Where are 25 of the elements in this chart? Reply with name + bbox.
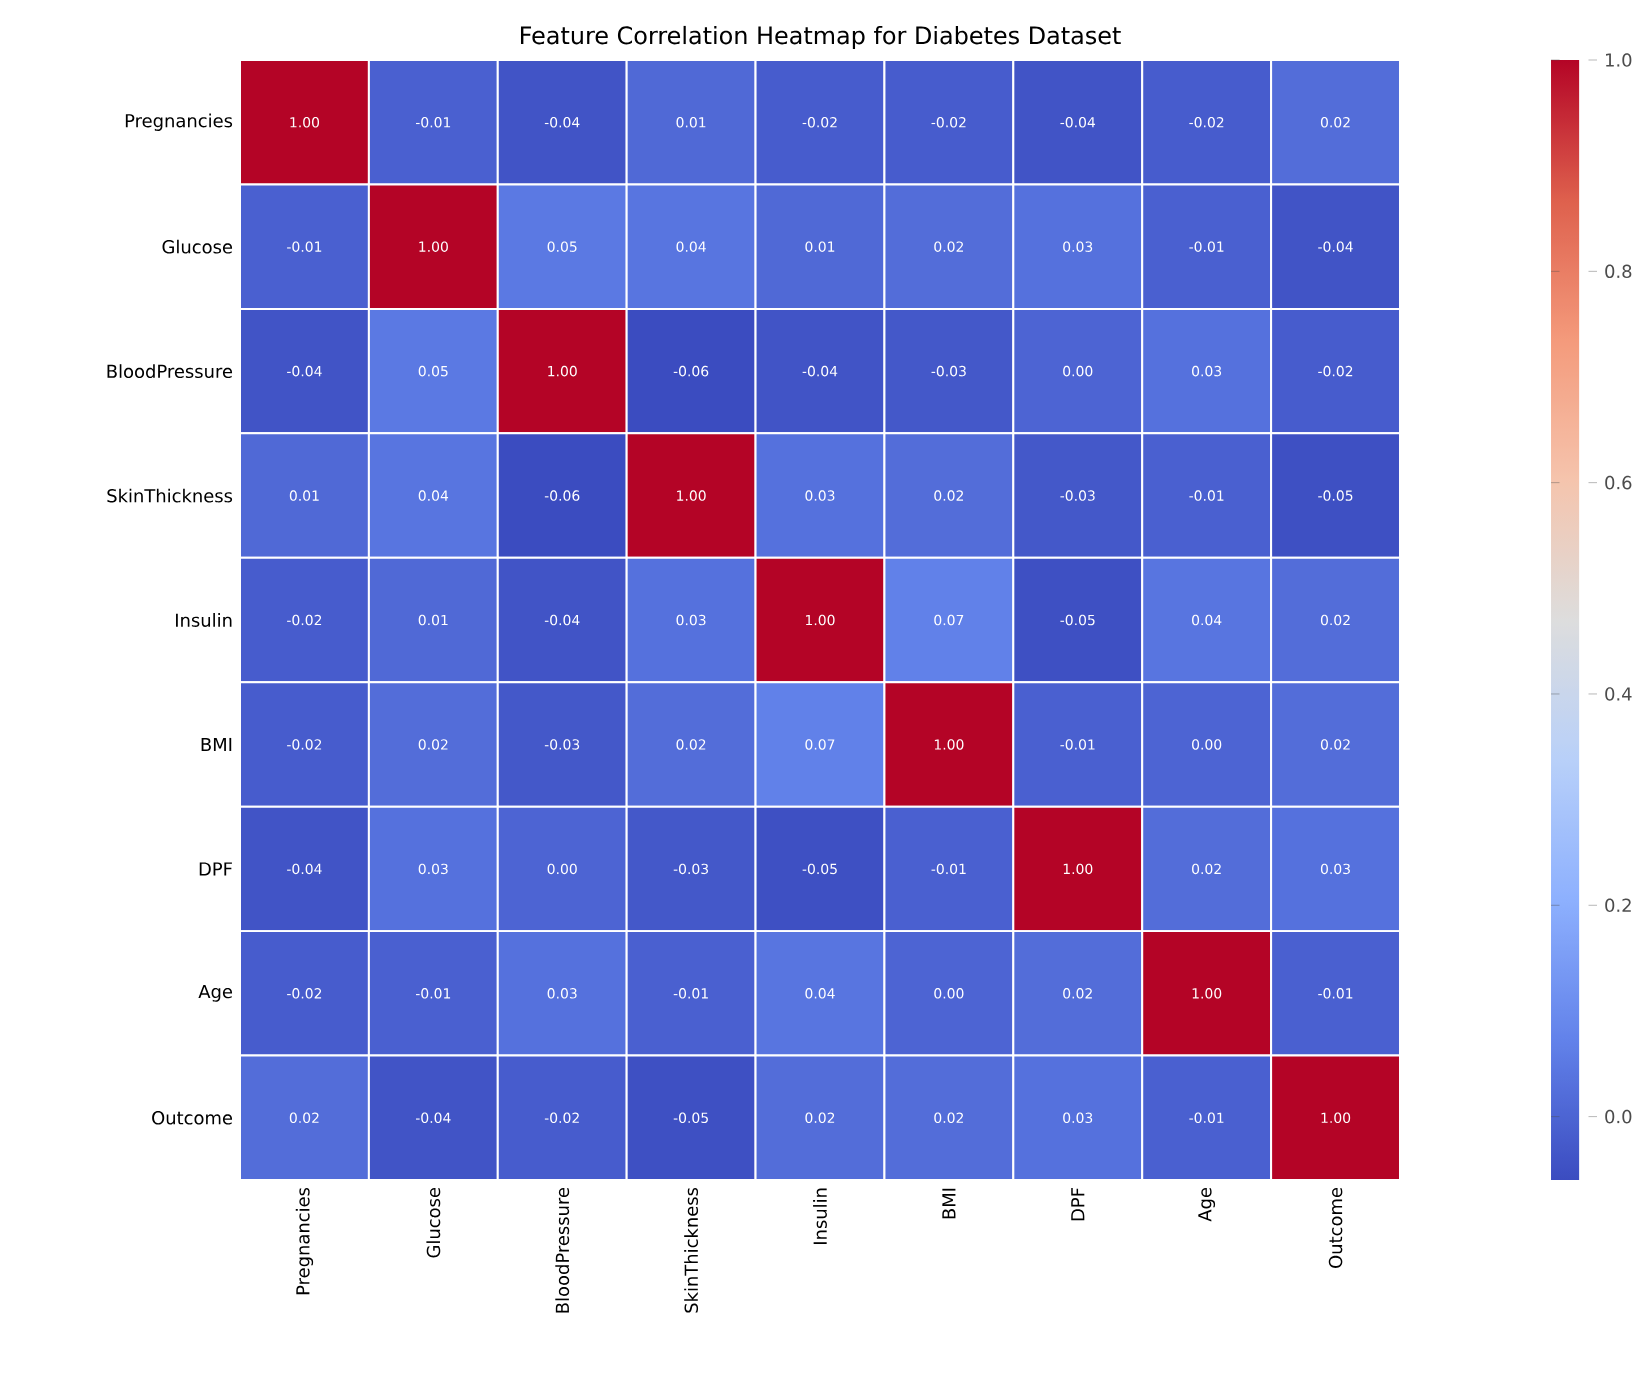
y-tick-label: DPF (199, 862, 232, 876)
y-tick-label: SkinThickness (107, 488, 233, 503)
color-bar-label: 1.0 (1606, 53, 1632, 67)
x-tick-label: Insulin (813, 1188, 827, 1244)
color-bar-label: 0.4 (1605, 687, 1632, 701)
x-tick-label: Glucose (426, 1187, 441, 1258)
x-tick-label: Outcome (1328, 1187, 1343, 1268)
color-bar-label: 0.6 (1605, 475, 1632, 490)
y-tick-label: Outcome (152, 1111, 233, 1125)
color-bar-label: 0.2 (1605, 898, 1631, 913)
x-tick-label: Age (1198, 1187, 1216, 1222)
y-tick-label: Insulin (176, 613, 232, 627)
color-bar-label: 0.8 (1605, 264, 1632, 279)
y-tick-label: Glucose (162, 239, 233, 254)
x-tick-label: Pregnancies (295, 1187, 314, 1295)
y-tick-label: Age (198, 984, 233, 1002)
y-tick-label: BMI (201, 737, 232, 751)
x-tick-label: BloodPressure (555, 1187, 570, 1313)
chart-title: Feature Correlation Heatmap for Diabetes Dataset (521, 25, 1121, 50)
x-tick-label: BMI (942, 1188, 956, 1219)
x-tick-label: SkinThickness (684, 1187, 699, 1313)
color-bar-label: 0.0 (1605, 1109, 1632, 1124)
x-tick-label: DPF (1071, 1188, 1085, 1221)
y-tick-label: BloodPressure (107, 364, 233, 379)
y-tick-label: Pregnancies (125, 113, 233, 131)
